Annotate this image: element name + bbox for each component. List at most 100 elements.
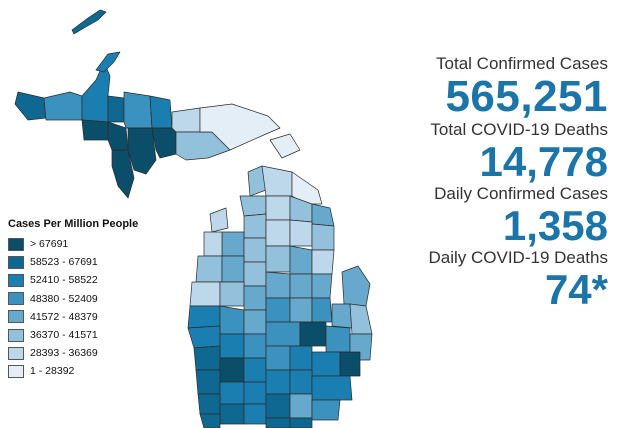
- county-iron: [81, 119, 109, 141]
- legend-swatch: [8, 328, 24, 342]
- legend-swatch: [8, 292, 24, 306]
- legend-swatch: [8, 364, 24, 378]
- county-houghton: [81, 61, 111, 123]
- county-delta: [127, 127, 157, 175]
- county-isabella: [265, 297, 291, 323]
- total-cases-value: 565,251: [445, 72, 608, 121]
- county-ionia: [243, 357, 267, 383]
- county-lenawee: [289, 417, 313, 428]
- county-bay: [311, 297, 333, 323]
- county-iosco: [311, 249, 335, 275]
- county-jackson: [265, 393, 291, 419]
- county-missaukee: [243, 261, 267, 287]
- legend-item: 52410 - 58522: [8, 271, 168, 289]
- legend-label: 41572 - 48379: [30, 310, 98, 323]
- county-kalamazoo: [219, 403, 245, 425]
- stats-panel: Total Confirmed Cases 565,251 Total COVI…: [428, 55, 608, 313]
- legend-item: 36370 - 41571: [8, 326, 168, 344]
- county-schoolcraft: [151, 127, 177, 159]
- total-cases-label: Total Confirmed Cases: [436, 54, 608, 73]
- county-manistee: [195, 255, 223, 283]
- county-ottawa: [193, 345, 221, 371]
- legend-label: 1 - 28392: [30, 365, 75, 378]
- isle-royale: [71, 9, 107, 35]
- legend-swatch: [8, 237, 24, 251]
- legend-items: > 67691 58523 - 67691 52410 - 58522 48380 -…: [8, 235, 168, 381]
- county-chippewa: [199, 103, 281, 151]
- county-eaton: [243, 381, 267, 405]
- county-crawford: [265, 219, 291, 247]
- county-wexford: [221, 255, 245, 283]
- county-lake: [219, 281, 245, 307]
- county-midland: [289, 297, 313, 323]
- county-otsego: [265, 195, 291, 221]
- county-drummond: [269, 133, 301, 159]
- county-osceola: [243, 285, 267, 311]
- county-grand-traverse: [221, 231, 245, 257]
- county-barry: [219, 381, 245, 405]
- county-charlevoix: [239, 195, 267, 217]
- county-washtenaw: [289, 393, 313, 419]
- daily-deaths-value: 74*: [544, 266, 608, 313]
- legend-label: > 67691: [30, 238, 69, 251]
- daily-cases-value: 1,358: [502, 202, 608, 249]
- legend-swatch: [8, 310, 24, 324]
- county-gladwin: [289, 273, 313, 299]
- legend-label: 48380 - 52409: [30, 292, 98, 305]
- county-gratiot: [243, 333, 267, 359]
- county-ontonagon: [43, 91, 83, 121]
- county-alpena: [311, 203, 335, 227]
- legend-swatch: [8, 346, 24, 360]
- legend-item: 1 - 28392: [8, 362, 168, 380]
- legend-item: 58523 - 67691: [8, 253, 168, 271]
- county-ogemaw: [289, 245, 313, 275]
- county-shiawassee: [289, 345, 313, 371]
- total-deaths-value: 14,778: [479, 138, 608, 185]
- county-calhoun: [243, 403, 267, 425]
- county-luce: [171, 107, 201, 133]
- county-roscommon: [265, 245, 291, 273]
- daily-cases-label: Daily Confirmed Cases: [434, 184, 608, 203]
- legend-item: > 67691: [8, 235, 168, 253]
- county-cheboygan: [261, 165, 293, 197]
- county-arenac: [311, 273, 333, 299]
- county-antrim: [243, 213, 267, 239]
- county-wayne: [311, 375, 353, 401]
- county-gogebic: [14, 91, 47, 121]
- county-oakland: [311, 351, 341, 377]
- county-lapeer: [325, 325, 351, 353]
- county-genesee: [299, 321, 327, 347]
- county-sanilac: [349, 303, 373, 335]
- legend-swatch: [8, 273, 24, 287]
- county-hillsdale: [265, 417, 291, 428]
- county-alger: [149, 95, 173, 129]
- legend-swatch: [8, 255, 24, 269]
- county-huron: [341, 265, 371, 307]
- county-dickinson: [107, 121, 129, 151]
- county-clare: [265, 271, 291, 299]
- county-newaygo: [219, 305, 245, 335]
- county-presque-isle: [291, 171, 323, 205]
- county-mason: [189, 281, 221, 307]
- legend-label: 28393 - 36369: [30, 347, 98, 360]
- county-benzie: [203, 231, 223, 257]
- county-alcona: [311, 223, 335, 251]
- legend-label: 52410 - 58522: [30, 274, 98, 287]
- county-livingston: [289, 369, 313, 395]
- county-montcalm: [219, 333, 245, 359]
- county-marquette: [123, 91, 153, 129]
- county-oscoda: [289, 219, 313, 247]
- legend-item: 41572 - 48379: [8, 308, 168, 326]
- county-mecosta: [243, 309, 267, 335]
- county-van-buren: [197, 393, 221, 415]
- county-keweenaw: [95, 51, 121, 73]
- legend-item: 28393 - 36369: [8, 344, 168, 362]
- legend: Cases Per Million People > 67691 58523 - …: [8, 218, 168, 381]
- county-muskegon: [187, 325, 221, 349]
- county-kent: [219, 357, 245, 383]
- total-deaths-label: Total COVID-19 Deaths: [430, 120, 608, 139]
- county-baraga: [107, 95, 125, 123]
- legend-item: 48380 - 52409: [8, 290, 168, 308]
- county-saginaw: [265, 321, 301, 347]
- county-clinton: [265, 345, 291, 371]
